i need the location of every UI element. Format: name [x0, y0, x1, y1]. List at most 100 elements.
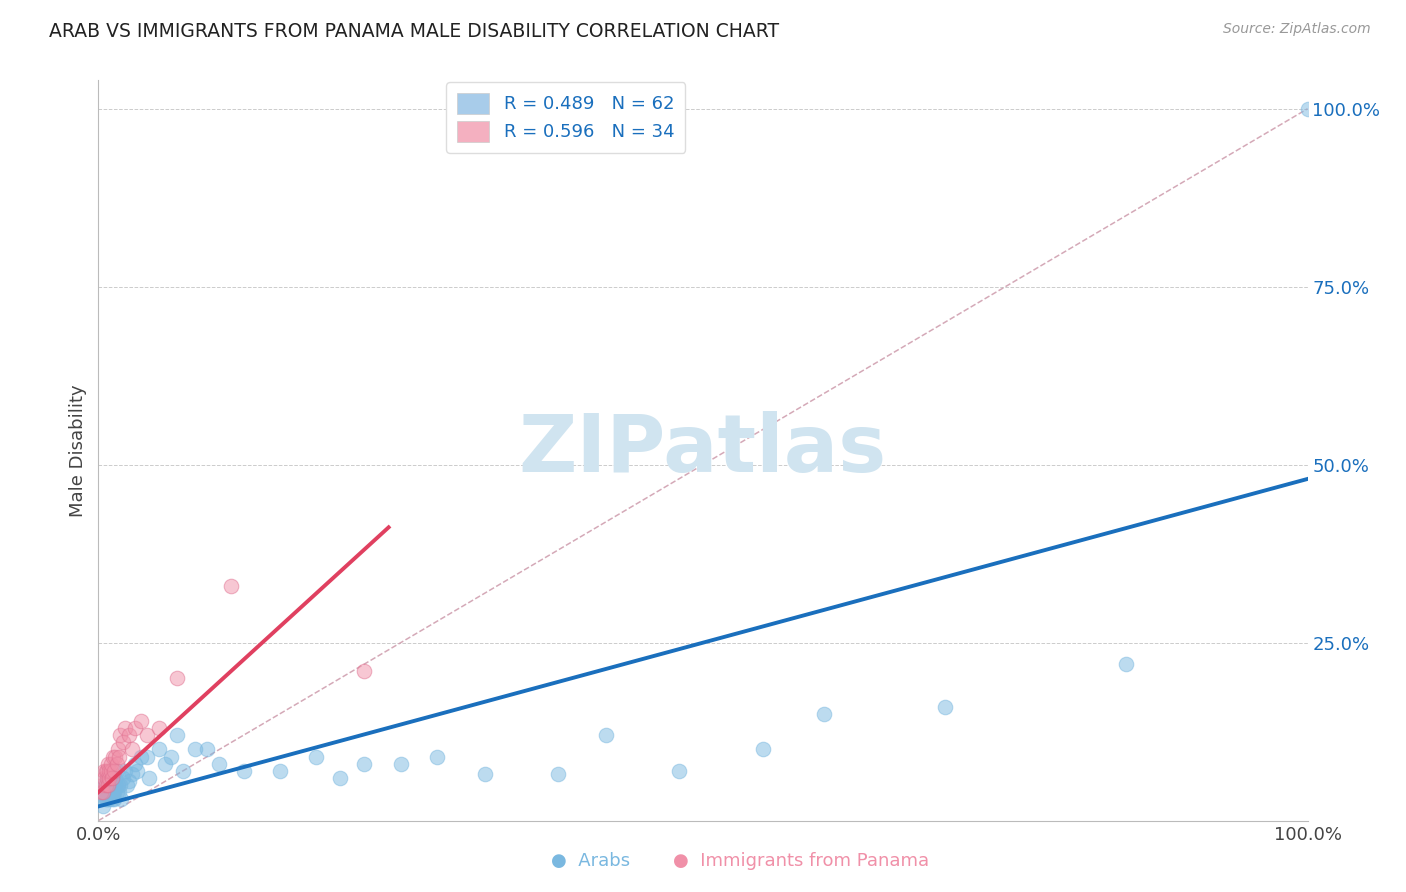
- Point: [96, 778, 118, 792]
- Point: [166, 728, 188, 742]
- Point: [232, 764, 254, 778]
- Point: [104, 771, 127, 785]
- Y-axis label: Male Disability: Male Disability: [69, 384, 87, 516]
- Text: ●  Immigrants from Panama: ● Immigrants from Panama: [673, 852, 929, 870]
- Point: [93, 764, 115, 778]
- Point: [1296, 102, 1319, 116]
- Point: [118, 728, 141, 742]
- Point: [107, 742, 129, 756]
- Point: [97, 771, 120, 785]
- Point: [305, 749, 328, 764]
- Point: [110, 792, 132, 806]
- Point: [101, 778, 124, 792]
- Point: [127, 764, 149, 778]
- Point: [129, 714, 152, 728]
- Point: [148, 721, 170, 735]
- Point: [100, 756, 122, 771]
- Point: [108, 728, 131, 742]
- Point: [98, 785, 121, 799]
- Point: [166, 671, 188, 685]
- Point: [100, 771, 122, 785]
- Point: [94, 792, 117, 806]
- Point: [668, 764, 690, 778]
- Point: [98, 764, 121, 778]
- Point: [96, 792, 118, 806]
- Point: [111, 771, 134, 785]
- Point: [108, 778, 131, 792]
- Point: [91, 778, 114, 792]
- Point: [107, 778, 129, 792]
- Point: [1115, 657, 1137, 671]
- Point: [148, 742, 170, 756]
- Point: [94, 778, 117, 792]
- Text: ARAB VS IMMIGRANTS FROM PANAMA MALE DISABILITY CORRELATION CHART: ARAB VS IMMIGRANTS FROM PANAMA MALE DISA…: [49, 22, 779, 41]
- Point: [353, 664, 375, 678]
- Point: [104, 749, 127, 764]
- Point: [221, 579, 243, 593]
- Point: [474, 767, 496, 781]
- Point: [94, 785, 117, 799]
- Point: [91, 799, 114, 814]
- Point: [121, 742, 143, 756]
- Point: [118, 774, 141, 789]
- Point: [93, 778, 115, 792]
- Point: [100, 778, 122, 792]
- Point: [813, 706, 835, 721]
- Point: [104, 778, 127, 792]
- Point: [129, 749, 152, 764]
- Point: [135, 728, 157, 742]
- Point: [153, 756, 176, 771]
- Point: [101, 785, 124, 799]
- Point: [172, 764, 194, 778]
- Point: [208, 756, 231, 771]
- Point: [117, 778, 139, 792]
- Point: [97, 756, 120, 771]
- Point: [91, 792, 114, 806]
- Point: [121, 767, 143, 781]
- Point: [105, 764, 128, 778]
- Point: [96, 771, 118, 785]
- Point: [103, 785, 125, 799]
- Point: [103, 792, 125, 806]
- Text: ●  Arabs: ● Arabs: [551, 852, 630, 870]
- Point: [269, 764, 291, 778]
- Point: [135, 749, 157, 764]
- Point: [114, 764, 136, 778]
- Point: [103, 764, 125, 778]
- Point: [97, 785, 120, 799]
- Text: Source: ZipAtlas.com: Source: ZipAtlas.com: [1223, 22, 1371, 37]
- Point: [195, 742, 218, 756]
- Point: [124, 756, 146, 771]
- Point: [595, 728, 617, 742]
- Point: [94, 764, 117, 778]
- Point: [934, 699, 956, 714]
- Point: [108, 749, 131, 764]
- Point: [353, 756, 375, 771]
- Point: [100, 792, 122, 806]
- Point: [752, 742, 775, 756]
- Point: [547, 767, 569, 781]
- Legend: R = 0.489   N = 62, R = 0.596   N = 34: R = 0.489 N = 62, R = 0.596 N = 34: [446, 82, 685, 153]
- Point: [100, 764, 122, 778]
- Point: [138, 771, 160, 785]
- Point: [93, 785, 115, 799]
- Point: [329, 771, 352, 785]
- Point: [101, 749, 124, 764]
- Point: [124, 721, 146, 735]
- Point: [105, 756, 128, 771]
- Point: [111, 735, 134, 749]
- Point: [114, 721, 136, 735]
- Point: [97, 778, 120, 792]
- Point: [98, 792, 121, 806]
- Point: [98, 771, 121, 785]
- Point: [160, 749, 183, 764]
- Point: [91, 785, 114, 799]
- Point: [100, 771, 122, 785]
- Point: [90, 785, 112, 799]
- Point: [184, 742, 207, 756]
- Point: [96, 764, 118, 778]
- Point: [426, 749, 449, 764]
- Point: [105, 785, 128, 799]
- Point: [389, 756, 412, 771]
- Point: [93, 771, 115, 785]
